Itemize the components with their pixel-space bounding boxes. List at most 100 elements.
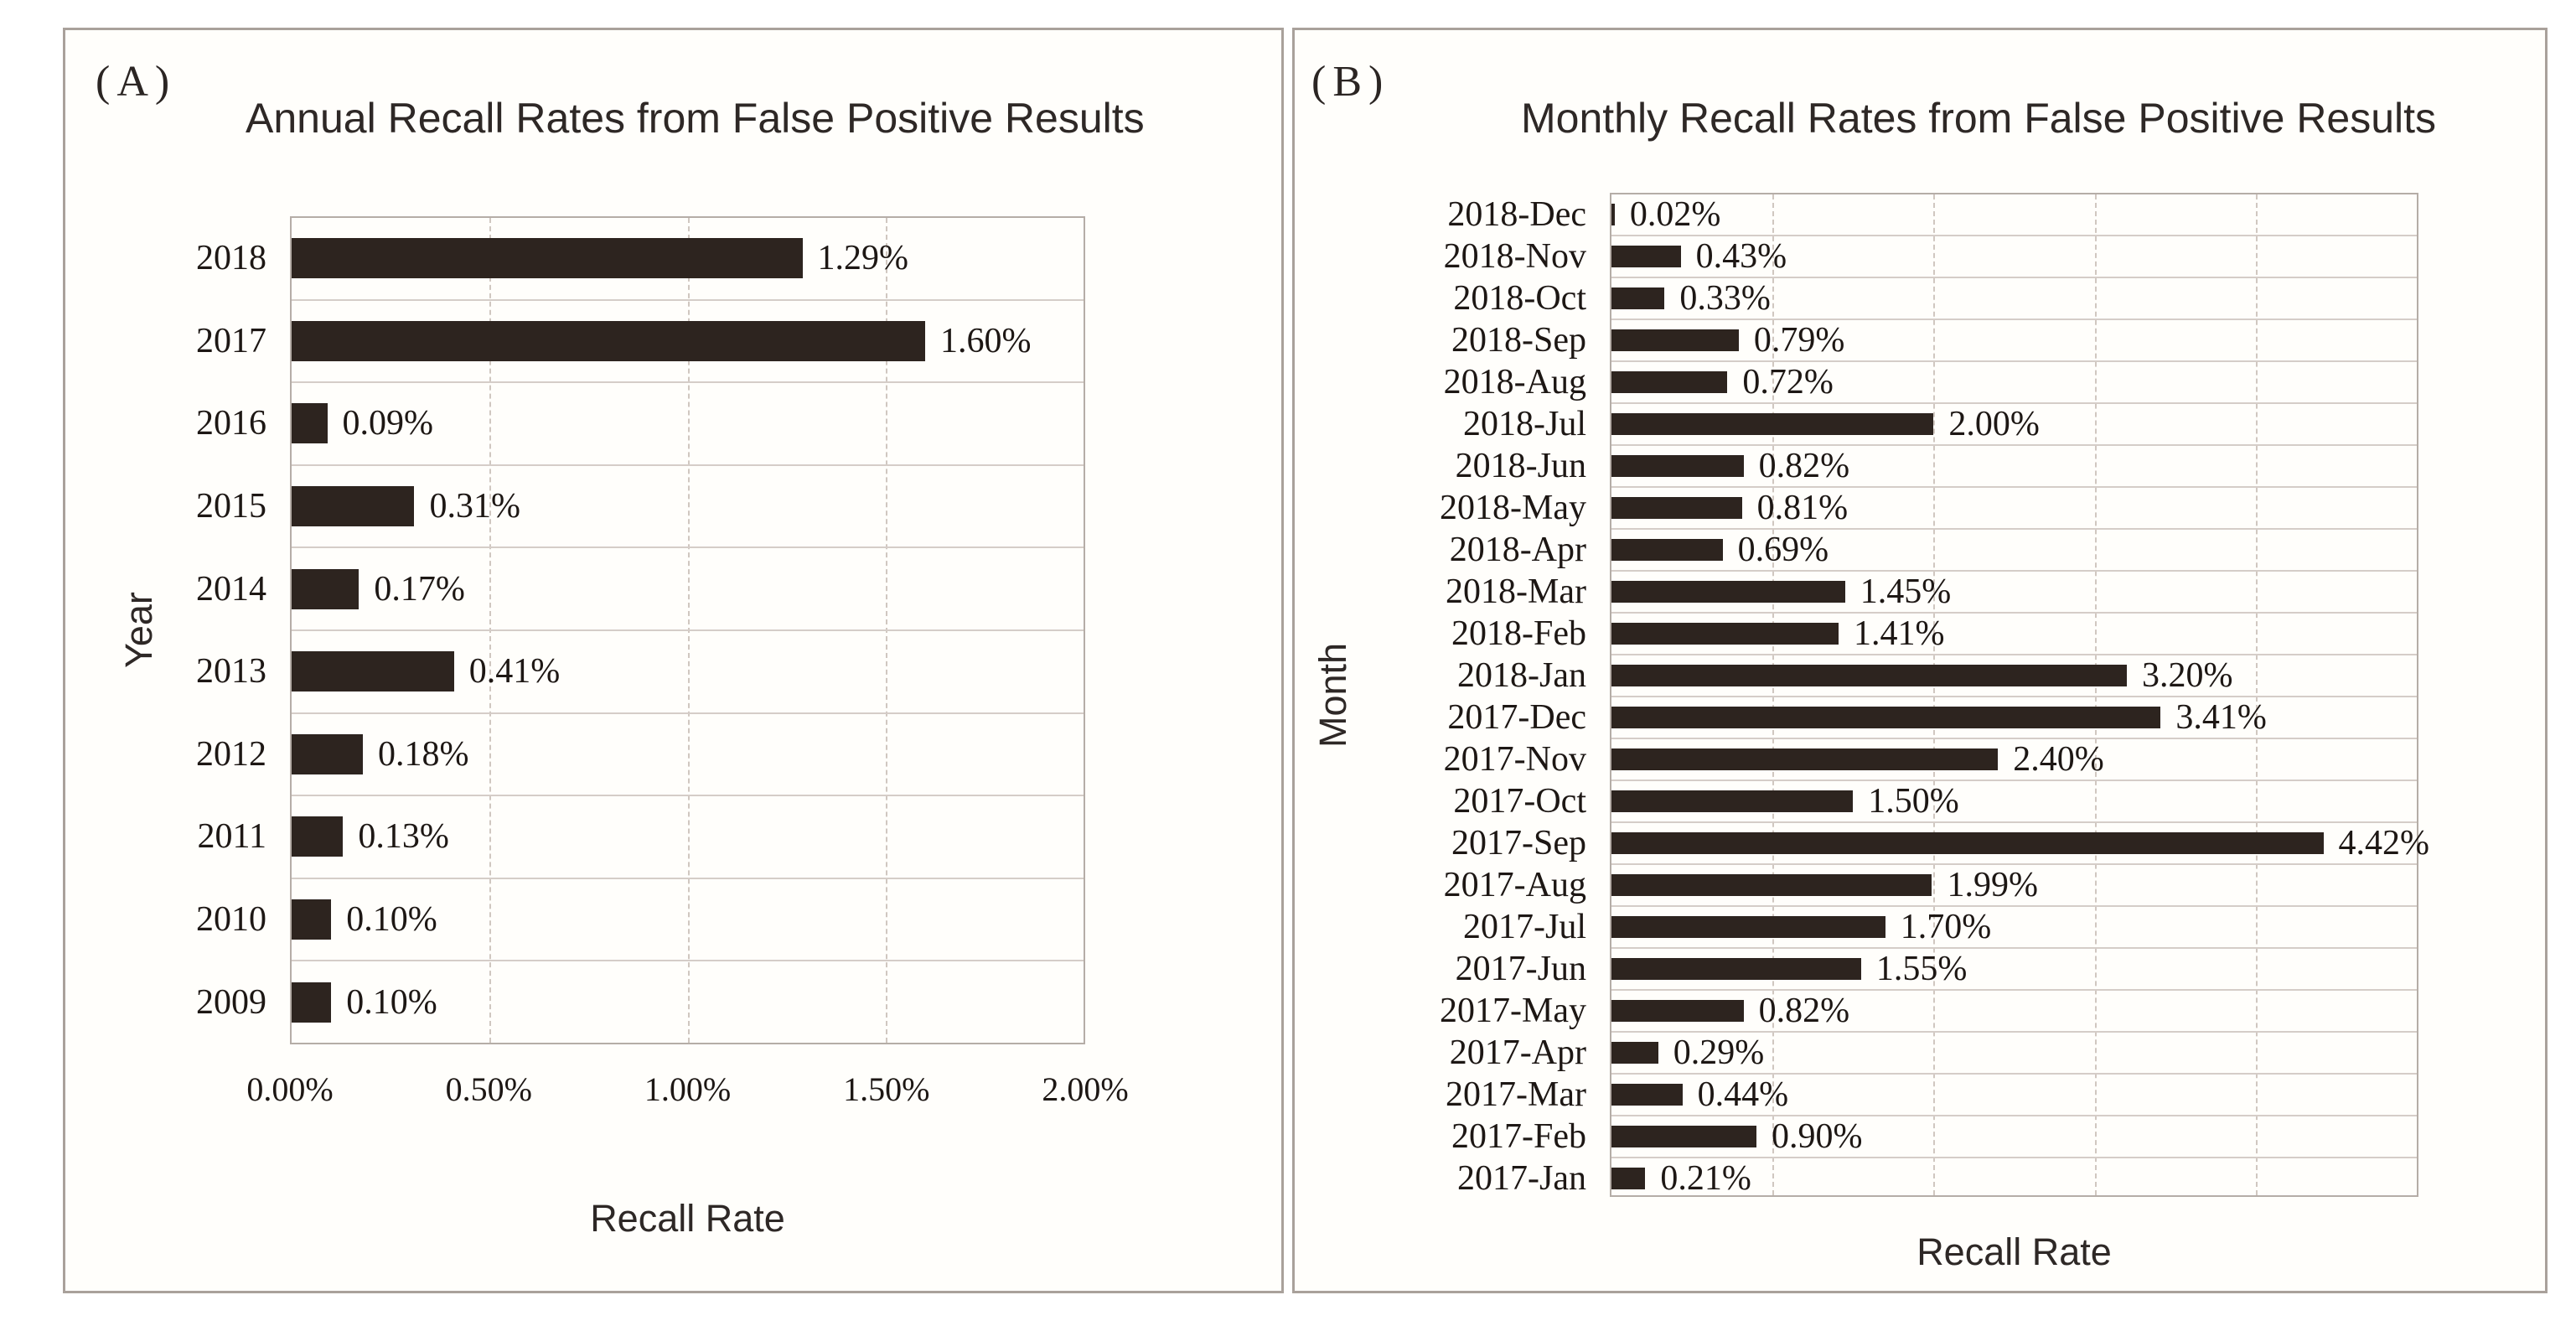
bar (1611, 204, 1615, 225)
panel-a-title: Annual Recall Rates from False Positive … (246, 95, 1145, 142)
bar (292, 403, 328, 444)
value-label: 1.99% (1947, 866, 2038, 904)
category-label: 2018-Sep (1451, 321, 1586, 360)
value-label: 0.81% (1756, 489, 1849, 527)
category-label: 2017-Jul (1463, 908, 1586, 946)
bar (292, 651, 454, 692)
gridline (2255, 194, 2258, 1195)
category-label: 2017-Jun (1455, 950, 1586, 988)
bar (1611, 287, 1665, 309)
bar-row: 2017-Jun 1.55% (1456, 947, 2417, 989)
value-label: 0.02% (1629, 195, 1721, 234)
bar (1611, 497, 1742, 519)
bar-row: 2018-May 0.81% (1440, 486, 2417, 528)
bar-row: 2017-Aug 1.99% (1444, 863, 2417, 905)
category-label: 2018 (196, 239, 266, 278)
panel-a-x-ticks: 0.00% 0.50% 1.00% 1.50% 2.00% (246, 1070, 1128, 1111)
category-label: 2012 (196, 734, 266, 774)
bar (1611, 707, 2161, 728)
panel-a-x-axis-label: Recall Rate (590, 1197, 785, 1240)
bar (1611, 790, 1854, 812)
category-label: 2014 (196, 569, 266, 609)
bar (1611, 1126, 1756, 1147)
category-label: 2017-Sep (1451, 824, 1586, 862)
bar-row: 2017-Apr 0.29% (1450, 1031, 2417, 1073)
bar-row: 2018-Sep 0.79% (1451, 319, 2417, 360)
bar-row: 2015 0.31% (196, 464, 1084, 547)
bar-row: 2018-Feb 1.41% (1451, 612, 2417, 654)
value-label: 0.18% (378, 734, 469, 774)
category-label: 2015 (196, 487, 266, 526)
bar-row: 2017-Oct 1.50% (1453, 780, 2417, 821)
bar-rows: 2018 1.29% 2017 1.60% 2016 0.09% 2015 0.31% 2014… (196, 218, 1084, 1043)
panel-a-plot-area: 2018 1.29% 2017 1.60% 2016 0.09% 2015 0.31% 2014… (196, 216, 1085, 1044)
value-label: 0.31% (429, 487, 520, 526)
bar (1611, 1168, 1646, 1189)
category-label: 2017-Apr (1449, 1033, 1586, 1072)
panel-b-plot-area: 2018-Dec 0.02% 2018-Nov 0.43% 2018-Oct 0.33% 2… (1440, 193, 2429, 1198)
value-label: 0.79% (1753, 321, 1845, 360)
category-label: 2017-Feb (1451, 1117, 1586, 1156)
bar-row: 2017-Dec 3.41% (1447, 696, 2417, 738)
panel-a: (A) Annual Recall Rates from False Posit… (63, 28, 1284, 1293)
category-label: 2017-May (1440, 992, 1586, 1030)
bar-row: 2017-May 0.82% (1440, 989, 2417, 1031)
category-label: 2017 (196, 321, 266, 360)
value-label: 0.21% (1660, 1159, 1751, 1198)
x-tick-label: 1.50% (843, 1070, 930, 1108)
bar (292, 733, 364, 774)
bar (1611, 1084, 1683, 1106)
value-label: 2.40% (2013, 740, 2104, 779)
x-tick-label: 0.50% (445, 1070, 532, 1108)
bar (1611, 581, 1845, 603)
bar-row: 2009 0.10% (196, 960, 1084, 1043)
category-label: 2017-Aug (1443, 866, 1586, 904)
bar-row: 2018-Jun 0.82% (1456, 444, 2417, 486)
bar-row: 2018 1.29% (196, 218, 1084, 299)
bar-row: 2017-Nov 2.40% (1444, 738, 2417, 780)
bar-row: 2017 1.60% (196, 298, 1084, 382)
bar (1611, 246, 1681, 267)
value-label: 0.82% (1758, 447, 1850, 485)
category-label: 2018-Apr (1449, 531, 1586, 569)
category-label: 2017-Mar (1446, 1075, 1586, 1114)
bar (1611, 1042, 1658, 1064)
category-label: 2018-Mar (1446, 572, 1586, 611)
category-label: 2017-Oct (1453, 782, 1586, 821)
panel-b: (B) Monthly Recall Rates from False Posi… (1292, 28, 2548, 1293)
gridline (2094, 194, 2097, 1195)
panel-a-letter: (A) (96, 58, 177, 106)
value-label: 0.72% (1742, 363, 1834, 401)
bar-row: 2016 0.09% (196, 381, 1084, 464)
value-label: 0.69% (1737, 531, 1829, 569)
bar (292, 238, 803, 279)
category-label: 2018-Jan (1457, 656, 1586, 695)
bar (1611, 916, 1885, 938)
bar-row: 2017-Mar 0.44% (1446, 1073, 2417, 1115)
value-label: 3.20% (2142, 656, 2233, 695)
value-label: 4.42% (2338, 824, 2430, 862)
category-label: 2011 (197, 817, 266, 857)
value-label: 2.00% (1948, 405, 2040, 443)
bar-row: 2018-Nov 0.43% (1444, 235, 2417, 277)
x-tick-label: 1.00% (644, 1070, 732, 1108)
gridline (1933, 194, 1936, 1195)
bar (1611, 832, 2324, 854)
category-label: 2018-May (1440, 489, 1586, 527)
bar (292, 816, 344, 857)
bar-row: 2017-Sep 4.42% (1451, 821, 2429, 863)
category-label: 2018-Nov (1443, 237, 1586, 276)
bar (1611, 748, 1999, 770)
panel-b-y-axis-label: Month (1311, 642, 1354, 748)
bar-row: 2018-Oct 0.33% (1453, 277, 2417, 319)
panel-a-y-axis-label: Year (117, 592, 160, 669)
panel-b-letter: (B) (1311, 58, 1390, 106)
category-label: 2018-Jul (1463, 405, 1586, 443)
value-label: 0.17% (374, 569, 465, 609)
value-label: 1.60% (940, 321, 1032, 360)
bar (292, 486, 415, 527)
bar (1611, 413, 1934, 435)
value-label: 1.50% (1868, 782, 1959, 821)
value-label: 0.10% (346, 900, 437, 940)
bar (1611, 1000, 1744, 1022)
